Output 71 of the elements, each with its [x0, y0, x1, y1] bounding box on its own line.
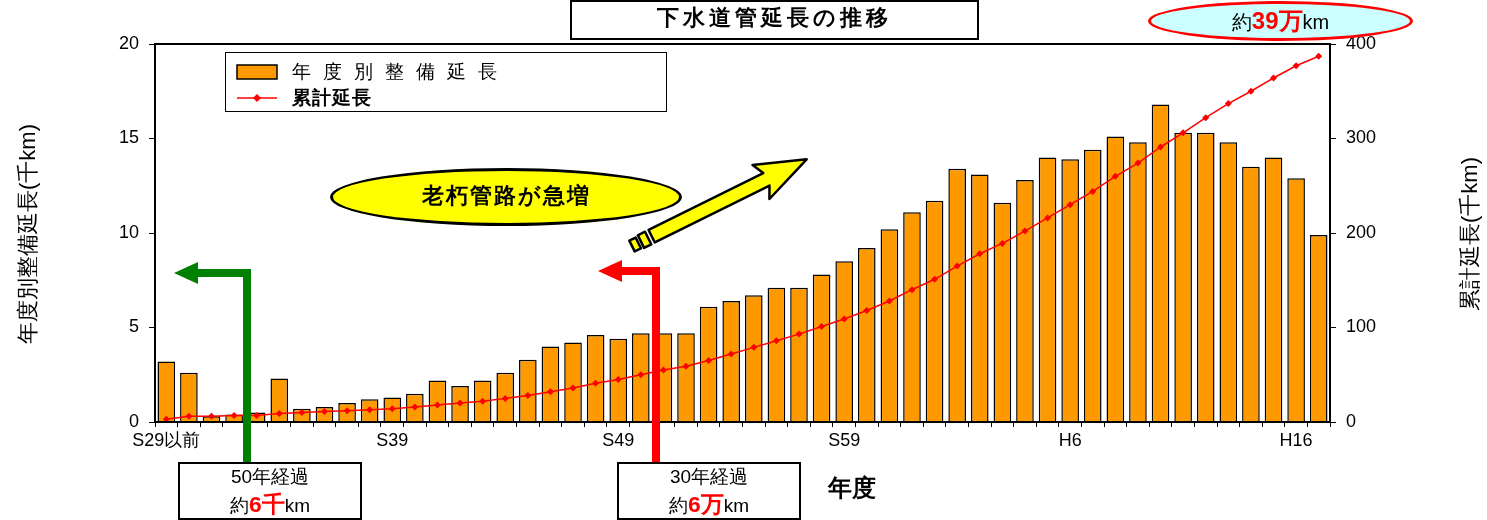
point: [524, 392, 532, 400]
point: [185, 412, 193, 420]
point: [1224, 100, 1232, 108]
point: [659, 366, 667, 374]
y-tick-label: 15: [118, 127, 139, 148]
point: [456, 399, 464, 407]
point: [1111, 172, 1119, 180]
point: [592, 379, 600, 387]
point: [750, 343, 758, 351]
point: [569, 384, 577, 392]
text: 約39万km: [1231, 7, 1330, 34]
point: [1292, 62, 1300, 70]
legend-label: 累計延長: [292, 86, 372, 110]
y-tick-label: 20: [118, 32, 139, 53]
point: [637, 371, 645, 379]
point: [230, 411, 238, 419]
point: [162, 415, 170, 422]
point: [772, 337, 780, 345]
point: [840, 315, 848, 323]
point: [1247, 87, 1255, 95]
text: 約6千km: [229, 490, 311, 518]
point: [908, 286, 916, 294]
y2-axis-title: 累計延長(千km): [1456, 156, 1483, 313]
point: [1089, 187, 1097, 195]
point: [1179, 129, 1187, 137]
point: [433, 401, 441, 409]
x-tick-label: S49: [602, 429, 635, 450]
x-axis-title: 年度: [828, 473, 876, 503]
x-tick-label: S29以前: [132, 429, 201, 450]
point: [1157, 143, 1165, 151]
point: [501, 394, 509, 402]
y2-tick-label: 200: [1346, 221, 1377, 242]
text: 30年経過: [668, 465, 750, 489]
x-tick-label: S39: [376, 429, 409, 450]
point: [1134, 159, 1142, 167]
y-tick-label: 5: [128, 316, 139, 337]
legend-label: 年度別整備延長: [292, 60, 509, 84]
point: [1202, 114, 1210, 122]
point: [885, 297, 893, 305]
y2-tick-label: 0: [1346, 410, 1357, 431]
chart-title: 下水道管延長の推移: [570, 0, 979, 40]
y2-tick-label: 400: [1346, 32, 1377, 53]
point: [863, 306, 871, 314]
point: [546, 388, 554, 396]
y-axis-title: 年度別整備延長(千km): [14, 123, 41, 346]
y-tick-label: 10: [118, 221, 139, 242]
point: [976, 250, 984, 258]
point: [1270, 74, 1278, 82]
y2-tick-label: 300: [1346, 127, 1377, 148]
x-tick-label: S59: [828, 429, 861, 450]
point: [1021, 227, 1029, 235]
text: 50年経過: [229, 465, 311, 489]
point: [1044, 214, 1052, 222]
y-tick-label: 0: [128, 410, 139, 431]
point: [818, 323, 826, 331]
x-tick-label: H16: [1279, 429, 1313, 450]
y2-tick-label: 100: [1346, 316, 1377, 337]
point: [953, 262, 961, 270]
point: [614, 375, 622, 383]
point: [207, 412, 215, 420]
point: [931, 275, 939, 283]
point: [682, 362, 690, 370]
x-tick-label: H6: [1058, 429, 1082, 450]
point: [795, 330, 803, 338]
point: [705, 357, 713, 365]
text: 約6万km: [668, 490, 750, 518]
point: [275, 410, 283, 417]
point: [727, 350, 735, 358]
point: [1066, 201, 1074, 209]
point: [1315, 52, 1323, 60]
point: [998, 239, 1006, 247]
